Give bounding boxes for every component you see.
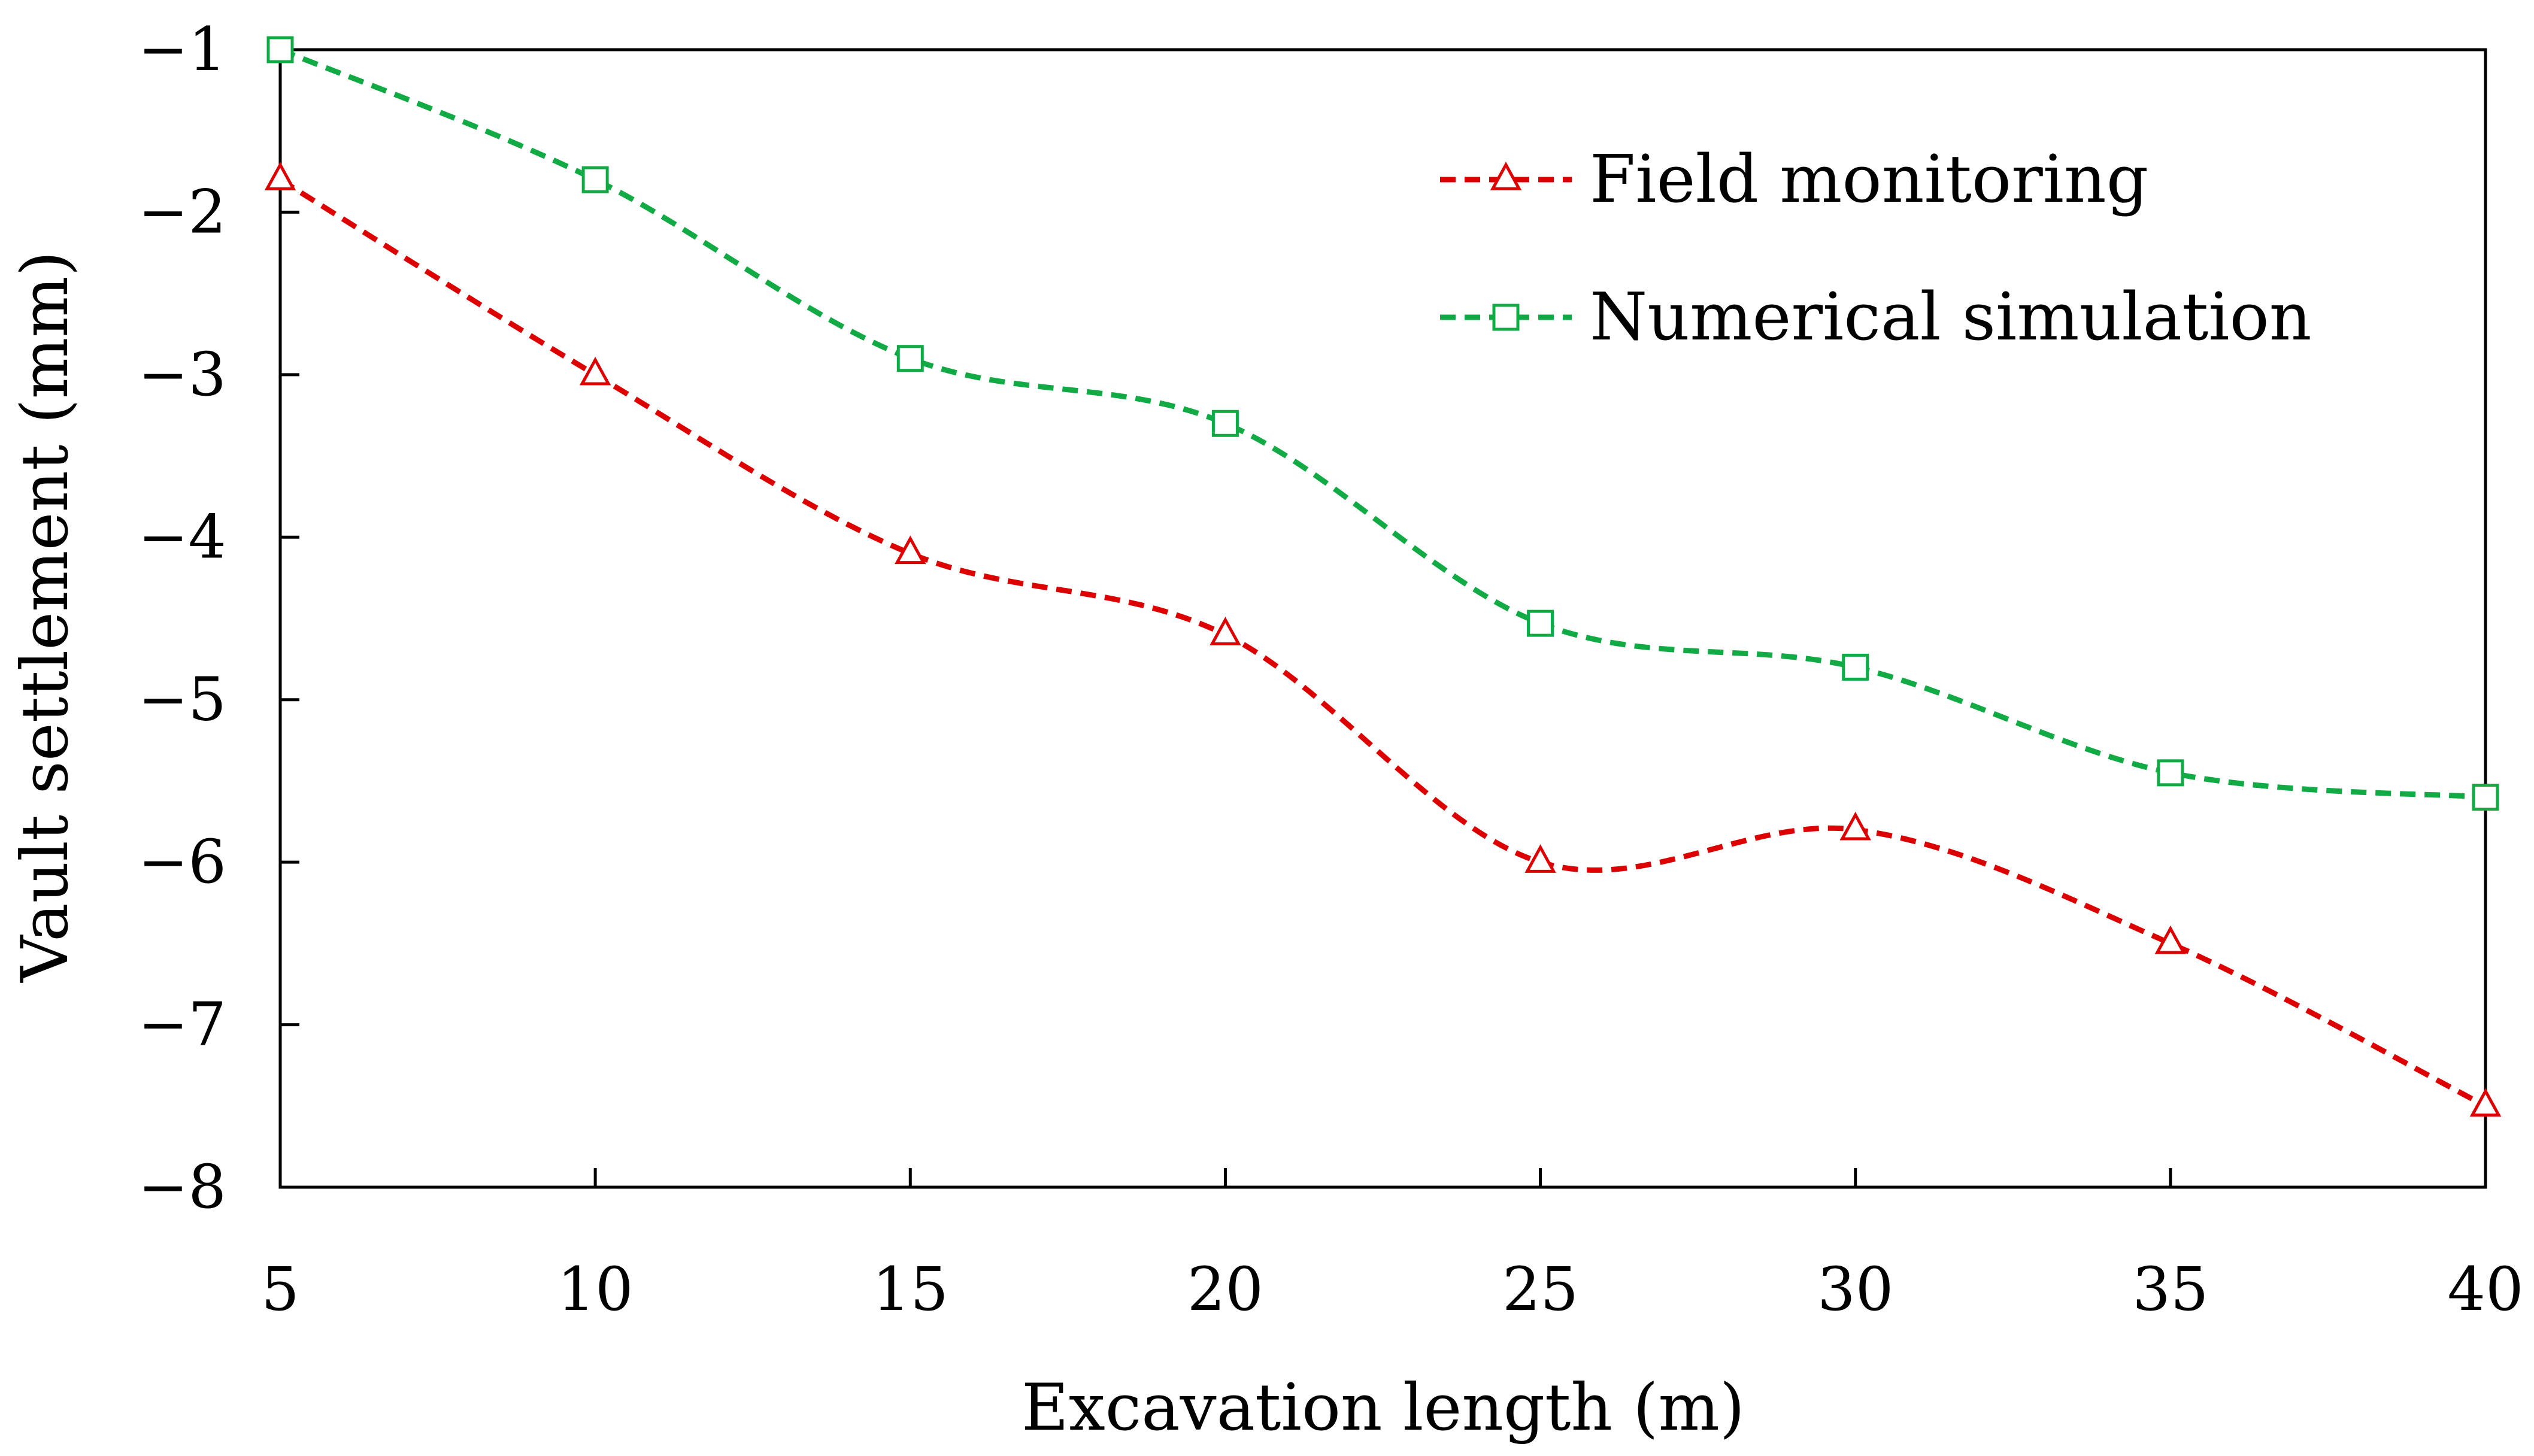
- data-point-numerical-simulation: [266, 36, 294, 63]
- x-tick-label: 15: [872, 1254, 948, 1324]
- data-point-numerical-simulation: [1842, 653, 1869, 681]
- series-numerical-simulation: [266, 36, 2499, 811]
- legend-label-field-monitoring: Field monitoring: [1590, 141, 2148, 217]
- legend-label-numerical-simulation: Numerical simulation: [1590, 278, 2312, 355]
- y-axis-ticks: −1 −2 −3 −4 −5 −6 −7 −8: [138, 14, 299, 1222]
- data-point-numerical-simulation: [2472, 784, 2499, 811]
- x-tick-label: 20: [1187, 1254, 1263, 1324]
- data-point-field-monitoring: [2154, 925, 2187, 954]
- x-axis-ticks: 5 10 15 20 25 30 35 40: [261, 1168, 2524, 1324]
- data-point-numerical-simulation: [581, 166, 609, 193]
- y-tick-label: −7: [138, 990, 226, 1060]
- data-point-field-monitoring: [579, 356, 611, 386]
- x-tick-label: 30: [1817, 1254, 1893, 1324]
- data-point-field-monitoring: [895, 535, 926, 565]
- y-tick-label: −2: [138, 177, 226, 247]
- data-point-field-monitoring: [1839, 811, 1871, 841]
- series-field-monitoring: [264, 162, 2502, 1117]
- y-tick-label: −4: [138, 502, 226, 572]
- legend: Field monitoring Numerical simulation: [1440, 141, 2312, 355]
- data-point-field-monitoring: [1524, 844, 1556, 873]
- data-point-numerical-simulation: [896, 345, 924, 372]
- y-tick-label: −8: [138, 1152, 226, 1222]
- plot-area-frame: [278, 48, 2487, 1189]
- series-line-numerical-simulation: [279, 47, 2486, 800]
- data-point-field-monitoring: [2469, 1088, 2502, 1117]
- y-tick-label: −5: [138, 665, 226, 735]
- legend-marker-numerical-simulation: [1492, 304, 1520, 331]
- y-axis-title: Vault settlement (mm): [8, 251, 83, 984]
- data-point-numerical-simulation: [2157, 759, 2184, 787]
- data-point-numerical-simulation: [1527, 609, 1554, 637]
- x-axis-title: Excavation length (m): [1022, 1370, 1745, 1445]
- series-layer: [264, 36, 2502, 1117]
- x-tick-label: 40: [2447, 1254, 2523, 1324]
- data-point-field-monitoring: [1210, 617, 1241, 645]
- y-tick-label: −1: [138, 14, 226, 84]
- legend-marker-field-monitoring: [1490, 162, 1522, 190]
- x-tick-label: 10: [557, 1254, 634, 1324]
- data-point-field-monitoring: [264, 162, 296, 190]
- x-tick-label: 25: [1502, 1254, 1578, 1324]
- x-tick-label: 35: [2132, 1254, 2208, 1324]
- y-tick-label: −6: [138, 827, 226, 897]
- x-tick-label: 5: [261, 1254, 299, 1324]
- y-tick-label: −3: [138, 339, 226, 410]
- data-point-numerical-simulation: [1211, 410, 1239, 437]
- series-line-field-monitoring: [278, 177, 2487, 1109]
